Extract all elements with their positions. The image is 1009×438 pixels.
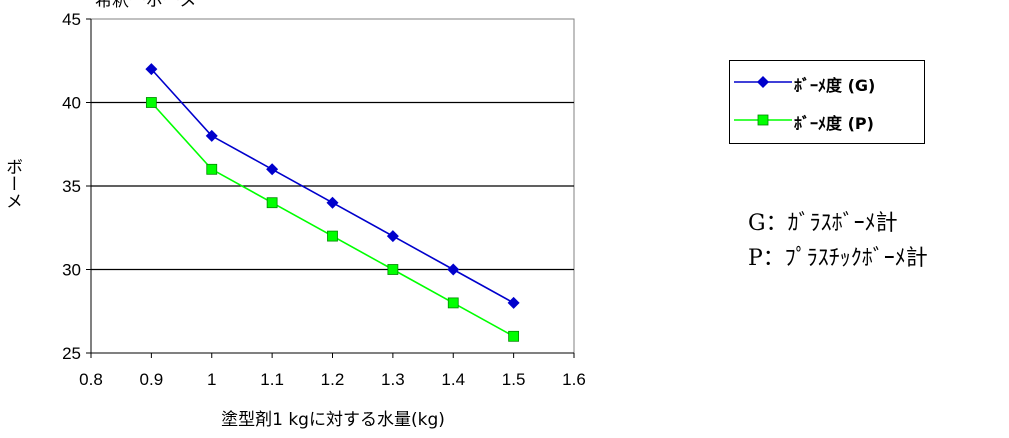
y-tick-label: 35 [62, 177, 81, 196]
chart-title: 希釈ーボーメ [95, 0, 196, 11]
note-g: G：ｶﾞﾗｽﾎﾞｰﾒ計 [748, 211, 898, 236]
data-point [447, 297, 459, 309]
legend-label-p: ﾎﾞｰﾒ度 (P) [794, 114, 874, 133]
legend-item-g: ﾎﾞｰﾒ度 (G) [730, 67, 926, 97]
data-point [145, 63, 158, 76]
data-point [266, 163, 279, 176]
x-tick-label: 1.2 [321, 370, 345, 389]
data-point [206, 163, 218, 175]
data-point [205, 129, 218, 142]
x-tick-label: 0.9 [140, 370, 164, 389]
x-axis-label: 塗型剤1 kgに対する水量(kg) [221, 409, 445, 430]
y-tick-label: 25 [62, 344, 81, 363]
data-point [386, 230, 399, 243]
data-point [508, 330, 520, 342]
y-axis-label: ボーメ [2, 158, 22, 209]
data-point [326, 196, 339, 209]
data-point [266, 197, 278, 209]
x-tick-label: 1.3 [381, 370, 405, 389]
data-point [327, 230, 338, 242]
legend-item-p: ﾎﾞｰﾒ度 (P) [730, 105, 926, 135]
data-point [447, 263, 460, 276]
series-layer [145, 63, 520, 342]
legend-swatch-p [734, 114, 792, 126]
x-tick-label: 1 [207, 370, 216, 389]
legend-swatch-g [734, 76, 792, 88]
legend: ﾎﾞｰﾒ度 (G) ﾎﾞｰﾒ度 (P) [729, 60, 925, 144]
note-p: P：ﾌﾟﾗｽﾁｯｸﾎﾞｰﾒ計 [748, 246, 928, 271]
x-tick-labels: 0.8 0.9 1 1.1 1.2 1.3 1.4 1.5 1.6 [79, 19, 586, 389]
gridlines [91, 101, 574, 271]
x-tick-label: 1.5 [502, 370, 526, 389]
x-tick-label: 0.8 [79, 370, 103, 389]
data-point [387, 264, 399, 275]
x-tick-label: 1.6 [562, 370, 586, 389]
legend-label-g: ﾎﾞｰﾒ度 (G) [794, 76, 876, 95]
y-tick-label: 30 [62, 261, 81, 280]
x-tick-label: 1.1 [260, 370, 284, 389]
data-point [507, 296, 520, 309]
y-tick-label: 40 [62, 94, 81, 113]
x-tick-label: 1.4 [441, 370, 465, 389]
y-tick-label: 45 [62, 10, 81, 29]
data-point [145, 97, 157, 108]
y-tick-labels: 25 30 35 40 45 [62, 10, 91, 363]
